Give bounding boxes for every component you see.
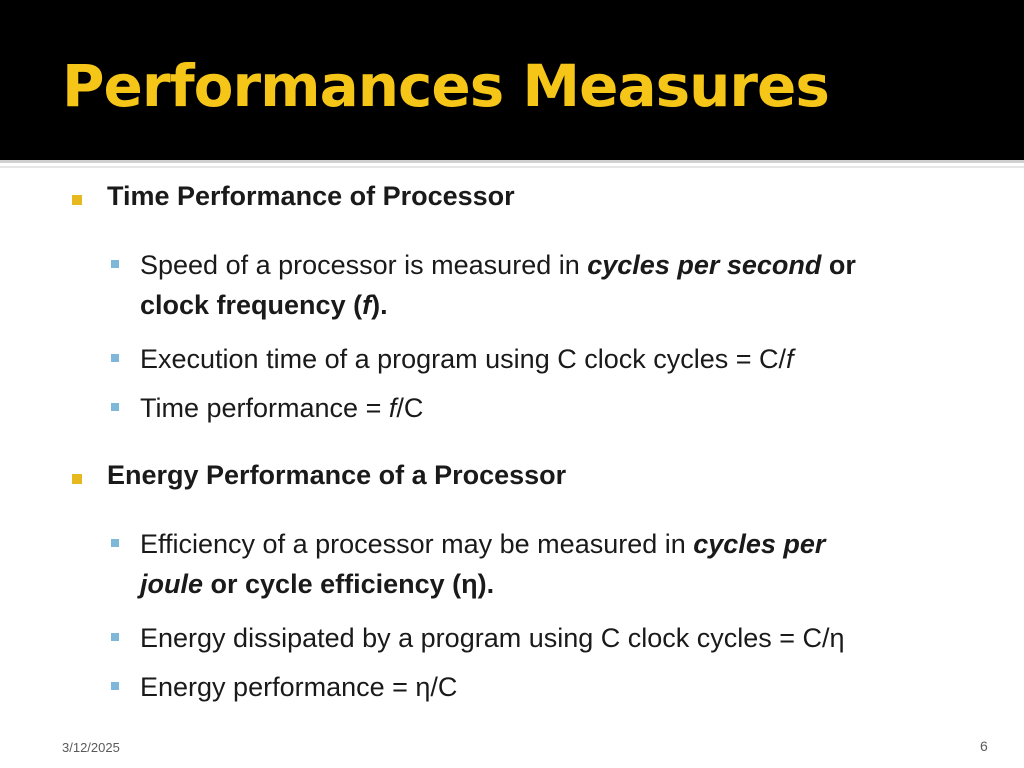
section-heading-time: Time Performance of Processor xyxy=(107,181,515,211)
section-bullet-icon xyxy=(72,474,82,484)
text-run: Efficiency of a processor may be measure… xyxy=(140,529,694,559)
list-item-execution-time: Execution time of a program using C cloc… xyxy=(140,339,794,379)
sub-bullet-icon xyxy=(111,260,119,268)
title-band: Performances Measures xyxy=(0,0,1024,160)
slide-title: Performances Measures xyxy=(62,52,830,120)
emphasis-text: joule xyxy=(140,569,204,599)
list-item-energy-dissipated: Energy dissipated by a program using C c… xyxy=(140,618,845,658)
list-item-efficiency-line-1: Efficiency of a processor may be measure… xyxy=(140,524,825,564)
text-run: /C xyxy=(396,393,424,423)
list-item-time-performance: Time performance = f/C xyxy=(140,388,423,428)
sub-bullet-icon xyxy=(111,682,119,690)
italic-symbol: f xyxy=(362,290,372,320)
text-run: Execution time of a program using C cloc… xyxy=(140,344,787,374)
bold-text: or xyxy=(821,250,856,280)
emphasis-text: cycles per xyxy=(693,529,826,559)
footer-date: 3/12/2025 xyxy=(62,740,120,755)
text-run: Energy dissipated by a program using C c… xyxy=(140,623,845,653)
sub-bullet-icon xyxy=(111,403,119,411)
sub-bullet-icon xyxy=(111,354,119,362)
bold-text: or cycle efficiency (η). xyxy=(203,569,495,599)
title-divider xyxy=(0,160,1024,163)
list-item-speed-line-1: Speed of a processor is measured in cycl… xyxy=(140,245,856,285)
emphasis-text: cycles per second xyxy=(587,250,822,280)
section-heading-energy: Energy Performance of a Processor xyxy=(107,460,567,490)
bold-text: ). xyxy=(371,290,388,320)
section-bullet-icon xyxy=(72,195,82,205)
sub-bullet-icon xyxy=(111,539,119,547)
list-item-efficiency-line-2: joule or cycle efficiency (η). xyxy=(140,564,494,604)
title-divider-secondary xyxy=(0,166,1024,168)
text-run: Speed of a processor is measured in xyxy=(140,250,588,280)
list-item-energy-performance: Energy performance = η/C xyxy=(140,667,457,707)
list-item-speed-line-2: clock frequency (f). xyxy=(140,285,388,325)
bold-text: clock frequency ( xyxy=(140,290,363,320)
italic-symbol: f xyxy=(786,344,794,374)
text-run: Energy performance = η/C xyxy=(140,672,458,702)
page-number: 6 xyxy=(980,738,988,754)
italic-symbol: f xyxy=(388,393,397,423)
sub-bullet-icon xyxy=(111,633,119,641)
text-run: Time performance = xyxy=(140,393,389,423)
